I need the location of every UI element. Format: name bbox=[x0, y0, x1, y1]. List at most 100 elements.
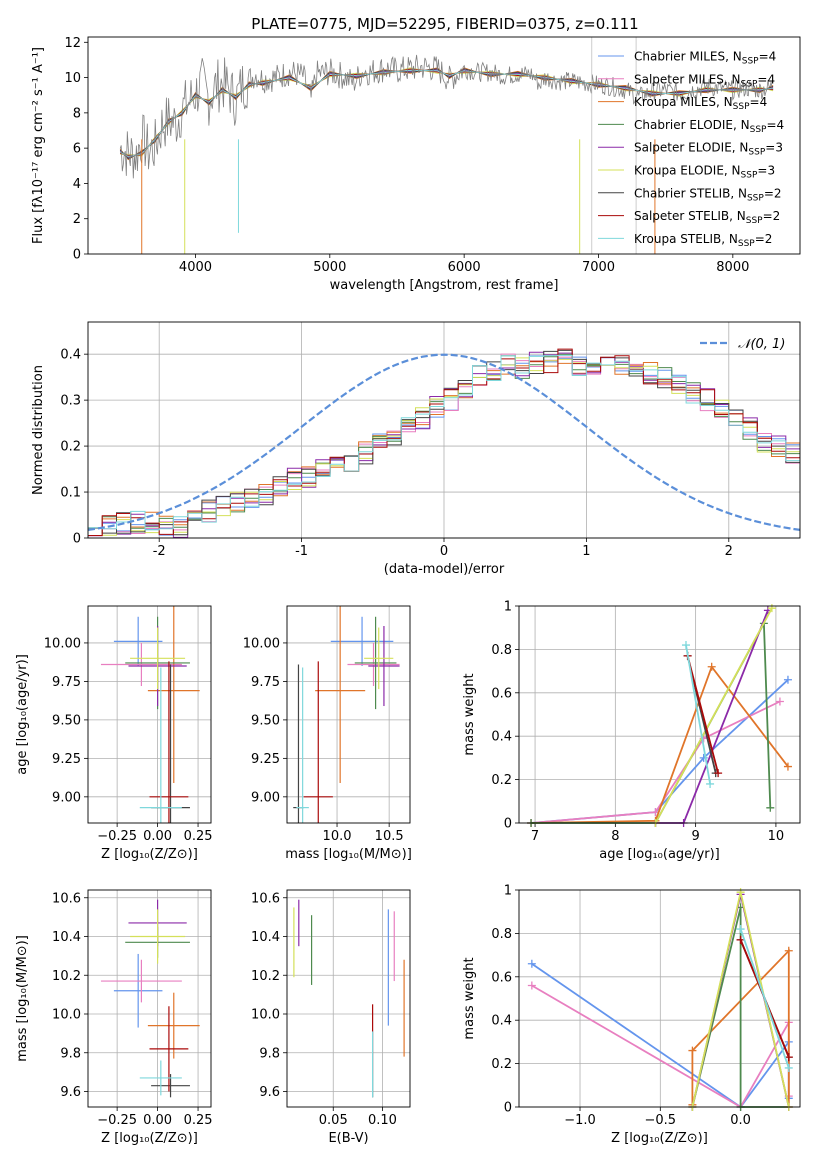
axes-frame bbox=[87, 889, 212, 1108]
weight-marker bbox=[688, 1046, 697, 1055]
y-tick-label: 0.2 bbox=[60, 440, 81, 455]
axes-frame bbox=[518, 605, 801, 824]
y-tick-label: 9.00 bbox=[251, 790, 280, 805]
weight-marker bbox=[784, 946, 793, 955]
mass-vs-Z-panel: −0.25 0.00 0.25 9.6 9.8 10.0 10.2 10.4 10.6 Z [lo… bbox=[15, 889, 213, 1146]
legend-label-main: Kroupa STELIB, N bbox=[634, 232, 738, 246]
y-tick-label: 1 bbox=[504, 884, 512, 899]
y-axis-label: age [log₁₀(age/yr)] bbox=[15, 654, 30, 775]
y-tick-label: 9.25 bbox=[52, 752, 81, 767]
y-tick-label: 0 bbox=[504, 817, 512, 832]
x-tick-label: 7000 bbox=[582, 260, 615, 275]
legend-label: Salpeter MILES, NSSP=4 bbox=[634, 72, 775, 89]
residual-histogram bbox=[88, 354, 800, 538]
y-tick-label: 12 bbox=[64, 36, 81, 51]
y-tick-label: 0.6 bbox=[491, 686, 512, 701]
y-tick-label: 9.6 bbox=[60, 1085, 81, 1100]
legend-label-tail: =4 bbox=[766, 118, 784, 132]
legend-label-main: Chabrier ELODIE, N bbox=[634, 118, 750, 132]
legend-label: Chabrier STELIB, NSSP=2 bbox=[634, 186, 782, 203]
legend-label-sub: SSP bbox=[733, 102, 750, 112]
legend-label-main: Chabrier STELIB, N bbox=[634, 186, 747, 200]
legend-label: Salpeter STELIB, NSSP=2 bbox=[634, 209, 780, 226]
x-tick-label: 0.25 bbox=[184, 829, 213, 844]
axes-frame bbox=[87, 605, 212, 824]
y-tick-label: 10.6 bbox=[251, 891, 280, 906]
y-tick-label: 10.4 bbox=[52, 930, 81, 945]
legend-label-tail: =4 bbox=[750, 95, 768, 109]
weight-marker bbox=[527, 981, 536, 990]
weight-line bbox=[686, 655, 719, 774]
weight-marker bbox=[766, 803, 775, 812]
axes-frame bbox=[87, 36, 801, 255]
legend-label-sub: SSP bbox=[747, 193, 764, 203]
y-tick-label: 9.50 bbox=[251, 713, 280, 728]
residual-panel: -2 -1 0 1 2 0 0.1 0.2 0.3 0.4 (data-model)/error No… bbox=[31, 321, 801, 577]
x-tick-label: 1 bbox=[582, 544, 590, 559]
y-axis-label: Normed distribution bbox=[31, 365, 46, 495]
legend-label: Kroupa ELODIE, NSSP=3 bbox=[634, 164, 775, 181]
residual-plot-area bbox=[88, 348, 800, 538]
figure-title: PLATE=0775, MJD=52295, FIBERID=0375, z=0… bbox=[251, 15, 638, 33]
y-axis-label: Flux [fλ10⁻¹⁷ erg cm⁻² s⁻¹ A⁻¹] bbox=[31, 47, 46, 244]
normal-curve bbox=[88, 353, 800, 531]
weight-line bbox=[685, 644, 711, 785]
y-tick-label: 10.00 bbox=[44, 636, 81, 651]
y-tick-label: 0.8 bbox=[491, 643, 512, 658]
legend-label-main: Kroupa ELODIE, N bbox=[634, 164, 741, 178]
legend-label: Kroupa STELIB, NSSP=2 bbox=[634, 232, 772, 249]
legend-label-tail: =4 bbox=[759, 50, 777, 64]
y-tick-label: 0.4 bbox=[491, 730, 512, 745]
y-tick-label: 10.00 bbox=[243, 636, 280, 651]
y-tick-label: 10.2 bbox=[251, 969, 280, 984]
legend-label-main: Chabrier MILES, N bbox=[634, 50, 742, 64]
y-tick-label: 0.2 bbox=[491, 1057, 512, 1072]
legend-label-tail: =2 bbox=[755, 232, 773, 246]
y-tick-label: 0.4 bbox=[60, 348, 81, 363]
x-tick-label: 10.0 bbox=[323, 829, 352, 844]
legend-label-sub: SSP bbox=[738, 239, 755, 249]
y-tick-label: 10 bbox=[64, 71, 81, 86]
weight-marker bbox=[736, 935, 745, 944]
weight-marker bbox=[783, 762, 792, 771]
weight-marker bbox=[527, 959, 536, 968]
x-axis-label: (data-model)/error bbox=[384, 562, 505, 577]
age-vs-mass-panel: 10.0 10.5 9.00 9.25 9.50 9.75 10.00 mass [log₁₀… bbox=[243, 605, 412, 862]
weight-vs-age-panel: 7 8 9 10 0 0.2 0.4 0.6 0.8 1 age [log₁₀(age/yr)] ma… bbox=[462, 600, 801, 862]
errorbar-plot-area bbox=[100, 606, 200, 823]
y-axis-label: mass weight bbox=[462, 673, 477, 755]
legend-label: 𝒩(0, 1) bbox=[738, 337, 785, 352]
legend-label: Salpeter ELODIE, NSSP=3 bbox=[634, 141, 783, 158]
age-vs-Z-panel: −0.25 0.00 0.25 9.00 9.25 9.50 9.75 10.00 Z [log… bbox=[15, 605, 213, 862]
weight-marker bbox=[736, 925, 745, 934]
weight-marker bbox=[707, 662, 716, 671]
y-tick-label: 10.0 bbox=[52, 1008, 81, 1023]
y-tick-label: 10.2 bbox=[52, 969, 81, 984]
weight-marker bbox=[783, 675, 792, 684]
legend-label: Chabrier ELODIE, NSSP=4 bbox=[634, 118, 784, 135]
x-tick-label: 4000 bbox=[179, 260, 212, 275]
x-tick-label: 5000 bbox=[313, 260, 346, 275]
weight-line bbox=[530, 664, 789, 824]
weight-line bbox=[530, 679, 789, 824]
weight-marker bbox=[784, 1063, 793, 1072]
y-tick-label: 9.25 bbox=[251, 752, 280, 767]
legend-label-main: Salpeter ELODIE, N bbox=[634, 141, 748, 155]
x-tick-label: −0.25 bbox=[97, 829, 137, 844]
y-tick-label: 0 bbox=[73, 532, 81, 547]
legend-label-tail: =2 bbox=[763, 209, 781, 223]
weight-line bbox=[654, 607, 773, 824]
y-tick-label: 0.1 bbox=[60, 486, 81, 501]
x-tick-label: -1 bbox=[295, 544, 308, 559]
errorbar-plot-area bbox=[293, 899, 405, 1098]
y-tick-label: 9.75 bbox=[251, 675, 280, 690]
y-tick-label: 0 bbox=[73, 248, 81, 263]
x-tick-label: 6000 bbox=[448, 260, 481, 275]
weight-marker bbox=[784, 1053, 793, 1062]
y-tick-label: 10.4 bbox=[251, 930, 280, 945]
weight-marker bbox=[681, 641, 690, 650]
weight-line bbox=[530, 700, 781, 824]
residual-histogram bbox=[88, 349, 800, 538]
x-axis-label: Z [log₁₀(Z/Z⊙)] bbox=[101, 1131, 198, 1146]
